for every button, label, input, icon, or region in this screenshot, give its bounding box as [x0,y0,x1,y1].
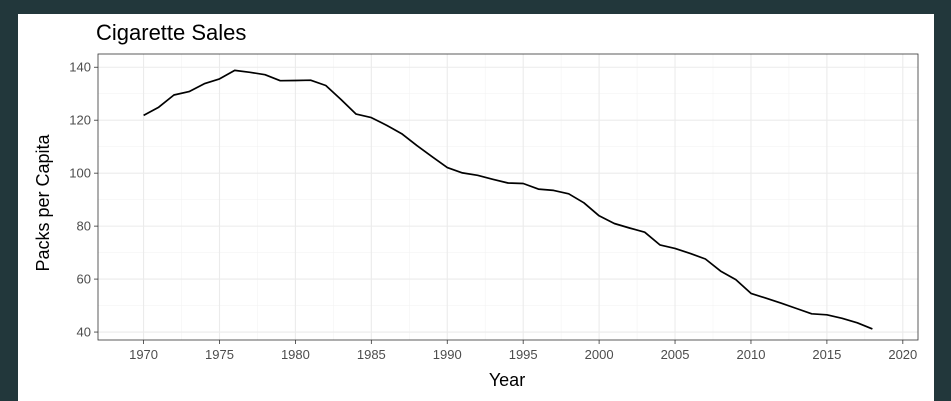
x-tick-label: 1985 [357,347,386,362]
y-axis-label: Packs per Capita [33,133,53,271]
major-gridlines [98,54,918,340]
y-tick-label: 40 [77,325,91,340]
x-tick-label: 1975 [205,347,234,362]
series-layer [143,69,873,330]
minor-gridlines [98,54,918,340]
x-axis-label: Year [489,370,525,390]
y-tick-label: 80 [77,219,91,234]
x-tick-label: 2005 [661,347,690,362]
plot-panel [97,53,919,341]
y-tick-label: 60 [77,272,91,287]
y-tick-label: 100 [69,166,91,181]
x-tick-label: 1980 [281,347,310,362]
x-tick-label: 2010 [737,347,766,362]
x-tick-label: 1995 [509,347,538,362]
x-axis: 1970 1975 1980 1985 1990 1995 2000 2005 2010 2015… [129,340,917,362]
y-tick-label: 120 [69,113,91,128]
series-line [143,69,873,330]
x-tick-label: 2015 [812,347,841,362]
chart-frame: Cigarette Sales 1970 1975 1980 1985 1990 1995… [18,14,934,401]
chart-title: Cigarette Sales [96,20,246,45]
x-tick-label: 2000 [585,347,614,362]
x-tick-label: 1990 [433,347,462,362]
x-tick-label: 2020 [888,347,917,362]
x-tick-label: 1970 [129,347,158,362]
y-axis: 40 60 80 100 120 140 [69,60,98,340]
y-tick-label: 140 [69,60,91,75]
line-chart: Cigarette Sales 1970 1975 1980 1985 1990 1995… [33,20,919,390]
